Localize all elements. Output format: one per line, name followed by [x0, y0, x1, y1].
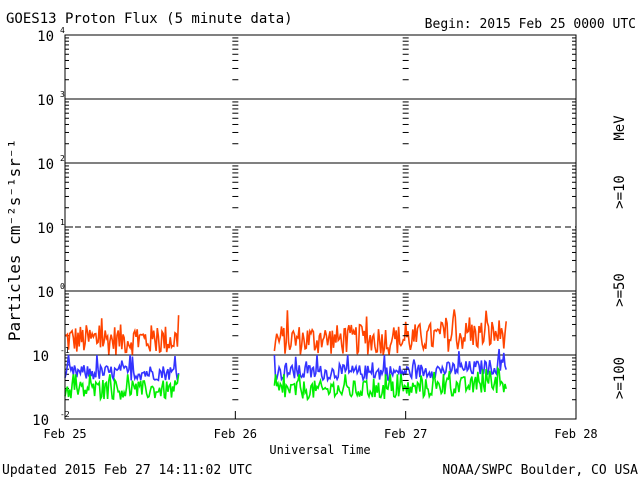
day-ticks	[64, 37, 577, 419]
x-axis-label: Universal Time	[269, 443, 370, 457]
unit-label: MeV	[612, 115, 628, 141]
x-tick-label: Feb 25	[43, 427, 86, 441]
legend-ge50: >=50	[612, 273, 628, 307]
legend-ge10: >=10	[612, 175, 628, 209]
series-line-ge10-seg0	[64, 315, 180, 355]
x-tick-label: Feb 26	[214, 427, 257, 441]
series-line-ge100-seg0	[64, 374, 180, 402]
legend-ge100: >=100	[612, 357, 628, 399]
y-tick-exponent: 4	[60, 26, 65, 35]
updated-label: Updated 2015 Feb 27 14:11:02 UTC	[2, 463, 252, 478]
y-axis-label: Particles cm⁻²s⁻¹sr⁻¹	[5, 139, 24, 341]
series-line-ge50-seg1	[273, 348, 507, 383]
y-tick-label: 10	[37, 29, 54, 45]
y-tick-label: 10	[37, 285, 54, 301]
y-tick-label: 10	[32, 413, 49, 429]
credit-label: NOAA/SWPC Boulder, CO USA	[442, 463, 638, 478]
y-tick-exponent: 3	[60, 90, 65, 99]
series-line-ge50-seg0	[64, 354, 180, 383]
x-tick-labels: Feb 25 Feb 26 Feb 27 Feb 28	[43, 427, 597, 441]
y-tick-exponent: 1	[60, 218, 65, 227]
chart-title: GOES13 Proton Flux (5 minute data)	[6, 11, 293, 27]
series-line-ge100-seg1	[273, 365, 507, 402]
series-line-ge10-seg1	[273, 309, 507, 355]
y-tick-label: 10	[37, 93, 54, 109]
y-tick-label: 10	[37, 157, 54, 173]
series-lines	[64, 309, 507, 402]
y-tick-exponent: 0	[60, 282, 65, 291]
x-tick-label: Feb 27	[384, 427, 427, 441]
y-tick-labels: 10 4 10 3 10 2 10 1 10 0 10 -1 10 -2	[32, 26, 70, 429]
begin-label: Begin: 2015 Feb 25 0000 UTC	[425, 17, 636, 32]
gridlines	[65, 34, 576, 420]
y-tick-exponent: -2	[60, 410, 70, 419]
y-tick-label: 10	[32, 349, 49, 365]
y-tick-exponent: 2	[60, 154, 65, 163]
x-tick-label: Feb 28	[554, 427, 597, 441]
y-tick-label: 10	[37, 221, 54, 237]
y-tick-exponent: -1	[60, 346, 70, 355]
plot-frame	[64, 34, 577, 420]
